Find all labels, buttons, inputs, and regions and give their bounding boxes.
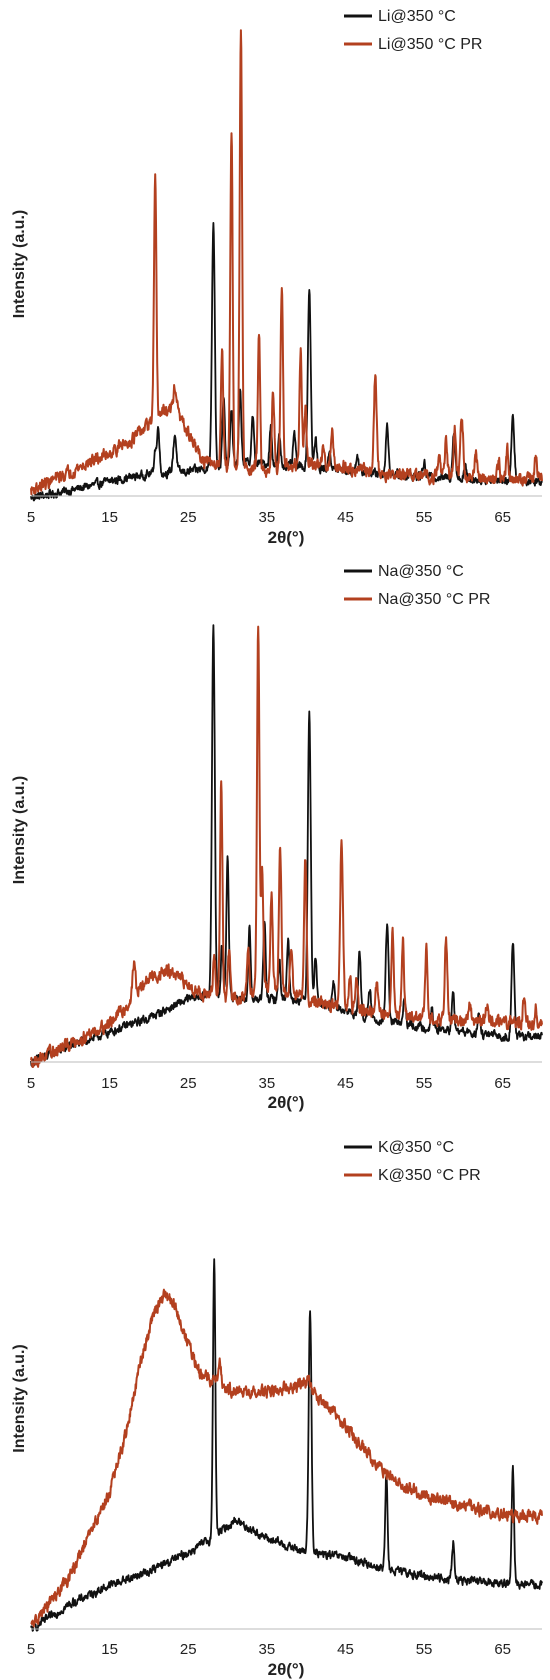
series-line-as-prepared xyxy=(30,624,543,1067)
x-tick-label: 55 xyxy=(416,1075,433,1092)
x-axis-title: 2θ(°) xyxy=(268,1093,305,1112)
legend-label: K@350 °C PR xyxy=(378,1167,481,1184)
x-tick-label: 25 xyxy=(180,1641,197,1658)
x-tick-label: 5 xyxy=(27,1075,35,1092)
x-tick-label: 45 xyxy=(337,1075,354,1092)
x-tick-label: 5 xyxy=(27,509,35,526)
series-line-pr xyxy=(30,625,543,1068)
x-tick-label: 55 xyxy=(416,509,433,526)
legend-label: Na@350 °C xyxy=(378,563,464,580)
series-line-pr xyxy=(30,1288,543,1628)
x-tick-label: 35 xyxy=(259,1641,276,1658)
x-tick-label: 15 xyxy=(101,1641,118,1658)
y-axis-title: Intensity (a.u.) xyxy=(11,210,28,318)
x-tick-label: 5 xyxy=(27,1641,35,1658)
x-tick-label: 15 xyxy=(101,509,118,526)
x-tick-label: 45 xyxy=(337,509,354,526)
legend-label: Li@350 °C PR xyxy=(378,36,482,53)
x-tick-label: 65 xyxy=(494,509,511,526)
x-tick-label: 35 xyxy=(259,509,276,526)
y-axis-title: Intensity (a.u.) xyxy=(11,1344,28,1452)
xrd-panel-1: 5 15 25 35 45 55 65 2θ(°) Intensity (a.u.) Li@350… xyxy=(11,8,543,547)
x-axis-title: 2θ(°) xyxy=(268,1660,305,1679)
y-axis-title: Intensity (a.u.) xyxy=(11,776,28,884)
xrd-panel-2: 5 15 25 35 45 55 65 2θ(°) Intensity (a.u.) Na@350… xyxy=(11,563,543,1112)
legend: Li@350 °C Li@350 °C PR xyxy=(344,8,482,53)
x-tick-label: 55 xyxy=(416,1641,433,1658)
series-line-as-prepared xyxy=(30,1258,543,1632)
series-line-pr xyxy=(30,29,543,496)
legend: Na@350 °C Na@350 °C PR xyxy=(344,563,490,608)
x-tick-label: 25 xyxy=(180,509,197,526)
legend: K@350 °C K@350 °C PR xyxy=(344,1139,481,1184)
x-tick-label: 65 xyxy=(494,1075,511,1092)
x-tick-label: 25 xyxy=(180,1075,197,1092)
x-axis-title: 2θ(°) xyxy=(268,528,305,547)
x-tick-label: 15 xyxy=(101,1075,118,1092)
x-tick-label: 65 xyxy=(494,1641,511,1658)
legend-label: Li@350 °C xyxy=(378,8,456,25)
xrd-panel-3: 5 15 25 35 45 55 65 2θ(°) Intensity (a.u.) K@350 … xyxy=(11,1139,543,1679)
x-tick-label: 45 xyxy=(337,1641,354,1658)
legend-label: K@350 °C xyxy=(378,1139,454,1156)
x-tick-label: 35 xyxy=(259,1075,276,1092)
legend-label: Na@350 °C PR xyxy=(378,591,490,608)
